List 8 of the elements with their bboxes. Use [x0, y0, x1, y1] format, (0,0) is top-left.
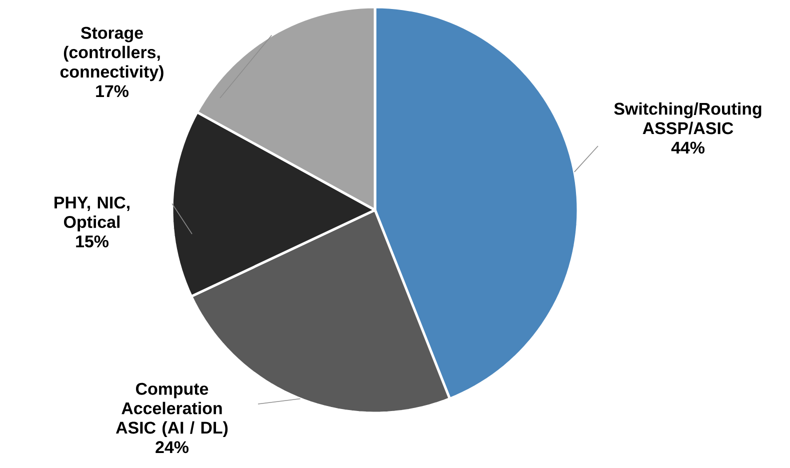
data-label: 15%	[76, 235, 108, 248]
data-label: 17%	[96, 85, 128, 98]
data-label: 44%	[671, 142, 704, 154]
slice-label: PHY, NIC, Optical	[54, 196, 130, 232]
slice-label: Storage (controllers, connectivity)	[60, 26, 164, 82]
slice-label: Switching/Routing ASSP/ASIC	[614, 102, 762, 134]
data-label: 24%	[156, 441, 188, 454]
slice-label: Compute Acceleration ASIC (AI / DL)	[116, 382, 228, 438]
